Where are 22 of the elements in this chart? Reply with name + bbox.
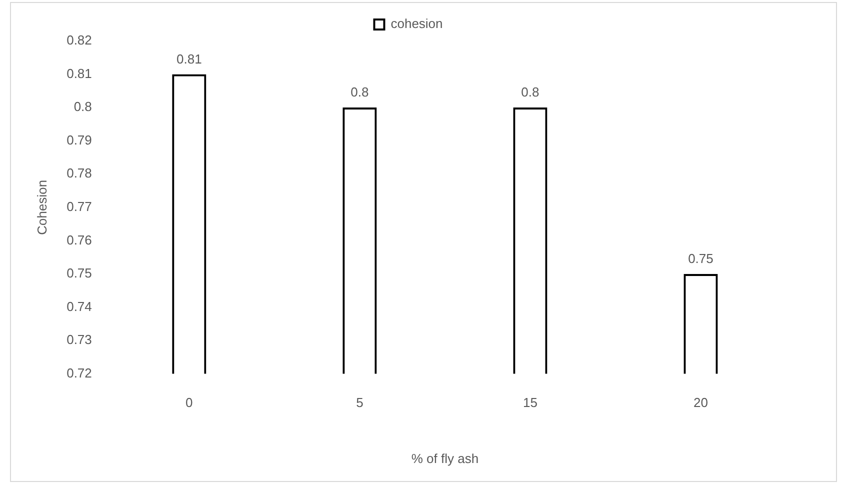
y-tick-label: 0.77 <box>66 198 92 214</box>
y-tick-label: 0.76 <box>66 232 92 248</box>
x-tick-label: 5 <box>356 395 364 410</box>
data-label: 0.75 <box>688 251 714 266</box>
y-tick-label: 0.78 <box>66 166 92 181</box>
x-tick-label: 20 <box>694 395 708 410</box>
y-tick-label: 0.8 <box>74 99 92 114</box>
legend-label: cohesion <box>390 16 443 32</box>
x-tick-label: 0 <box>186 395 193 410</box>
y-tick-label: 0.79 <box>66 132 92 148</box>
data-label: 0.81 <box>176 51 202 66</box>
y-tick-label: 0.74 <box>66 298 92 314</box>
y-tick-label: 0.75 <box>66 266 92 281</box>
y-tick-label: 0.72 <box>66 365 92 380</box>
y-tick-label: 0.73 <box>66 332 92 348</box>
data-label: 0.8 <box>521 84 540 100</box>
data-label: 0.8 <box>350 84 369 100</box>
y-tick-label: 0.82 <box>66 32 92 48</box>
x-tick-label: 15 <box>522 395 538 410</box>
x-axis-title: % of fly ash <box>411 450 479 466</box>
y-tick-label: 0.81 <box>66 66 92 81</box>
y-axis-title: Cohesion <box>34 180 50 235</box>
